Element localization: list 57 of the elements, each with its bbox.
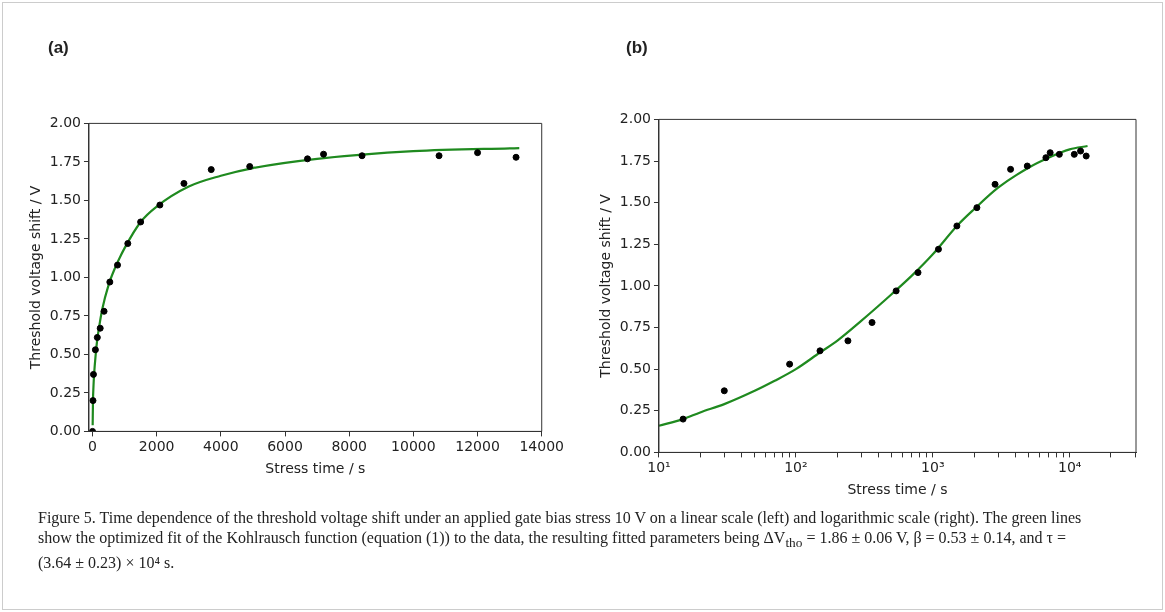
y-tick-label: 0.75	[49, 306, 81, 323]
point	[89, 370, 97, 378]
y-tick-label: 1.75	[619, 151, 651, 168]
x-tick-label: 8000	[331, 438, 368, 455]
point	[320, 150, 328, 158]
chart-title: (b)	[626, 38, 648, 58]
y-tick-label: 0.00	[49, 422, 81, 439]
y-tick-label: 1.00	[49, 268, 81, 285]
x-tick-label: 10³	[921, 459, 945, 476]
y-tick-label: 0.50	[49, 345, 81, 362]
point	[180, 179, 188, 187]
text: Figure 5. Time dependence of the threshold voltage shift under an applied gate bias stress 10 V on a linear scale (left) and logarithmic scale (right). The green lines show the optimized fit of the Kohlrausch function (equation (1)) to the data, the resulting fitted parameters being ΔV$_{tho}$ = 1.86 ± 0.06 V, β = 0.53 ± 0.14, and τ = (3.64 ± 0.23) × 10⁴ s.	[38, 509, 1082, 572]
point	[358, 152, 366, 160]
y-tick-label: 1.50	[49, 191, 81, 208]
point	[303, 155, 311, 163]
x-tick-label: 0	[88, 438, 97, 455]
x-tick-label: 4000	[203, 438, 239, 455]
x-tick-label: 12000	[455, 438, 500, 455]
x-tick-label: 10²	[784, 459, 808, 476]
chart-title: (a)	[48, 38, 69, 58]
y-tick-label: 0.50	[619, 359, 651, 376]
point	[512, 153, 520, 161]
point	[124, 240, 132, 248]
y-tick-label: 2.00	[49, 114, 81, 131]
y-tick-label: 0.25	[49, 383, 81, 400]
y-tick-label: 0.25	[619, 401, 651, 418]
point	[246, 163, 254, 171]
y-tick-label: 0.75	[619, 318, 651, 335]
point	[106, 278, 114, 286]
point	[114, 261, 122, 269]
point	[100, 307, 108, 315]
x-axis-title: Stress time / s	[265, 460, 366, 477]
x-tick-label: 10⁴	[1057, 459, 1082, 476]
y-tick-label: 1.25	[619, 234, 651, 251]
point	[435, 152, 443, 160]
x-tick-label: 14000	[519, 438, 565, 455]
point	[474, 149, 482, 157]
point	[91, 346, 99, 354]
y-tick-label: 1.50	[619, 193, 651, 210]
x-axis-title: Stress time / s	[847, 481, 948, 498]
y-tick-label: 1.00	[619, 276, 651, 293]
point	[137, 218, 145, 226]
point	[89, 397, 97, 405]
point	[156, 201, 164, 209]
x-tick-label: 2000	[138, 438, 175, 455]
y-tick-label: 2.00	[619, 110, 651, 127]
x-tick-label: 10¹	[647, 459, 671, 476]
y-tick-label: 0.00	[619, 443, 651, 460]
y-axis-title: Threshold voltage shift / V	[597, 193, 614, 379]
y-axis-title: Threshold voltage shift / V	[27, 185, 44, 371]
point	[93, 333, 101, 341]
x-tick-label: 10000	[391, 438, 436, 455]
x-tick-label: 6000	[267, 438, 303, 455]
point	[96, 324, 104, 332]
y-tick-label: 1.75	[49, 152, 81, 169]
y-tick-label: 1.25	[49, 229, 81, 246]
point	[207, 166, 215, 174]
